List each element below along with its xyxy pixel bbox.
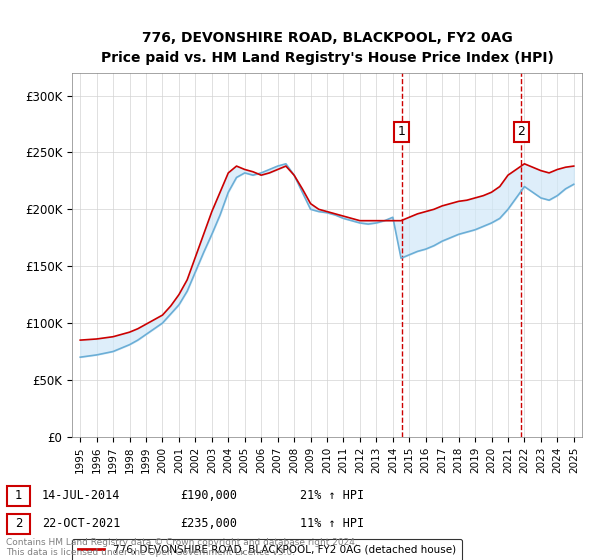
Text: 1: 1 — [398, 125, 406, 138]
Text: 21% ↑ HPI: 21% ↑ HPI — [300, 489, 364, 502]
Text: Contains HM Land Registry data © Crown copyright and database right 2024.
This d: Contains HM Land Registry data © Crown c… — [6, 538, 358, 557]
Title: 776, DEVONSHIRE ROAD, BLACKPOOL, FY2 0AG
Price paid vs. HM Land Registry's House: 776, DEVONSHIRE ROAD, BLACKPOOL, FY2 0AG… — [101, 31, 553, 65]
Text: 14-JUL-2014: 14-JUL-2014 — [42, 489, 121, 502]
Bar — [7, 486, 30, 506]
Text: 2: 2 — [15, 517, 22, 530]
Text: £235,000: £235,000 — [180, 517, 237, 530]
Text: £190,000: £190,000 — [180, 489, 237, 502]
Text: 2: 2 — [517, 125, 525, 138]
Text: 11% ↑ HPI: 11% ↑ HPI — [300, 517, 364, 530]
Text: 22-OCT-2021: 22-OCT-2021 — [42, 517, 121, 530]
Bar — [7, 514, 30, 534]
Text: 1: 1 — [15, 489, 22, 502]
Legend: 776, DEVONSHIRE ROAD, BLACKPOOL, FY2 0AG (detached house), HPI: Average price, d: 776, DEVONSHIRE ROAD, BLACKPOOL, FY2 0AG… — [72, 539, 462, 560]
